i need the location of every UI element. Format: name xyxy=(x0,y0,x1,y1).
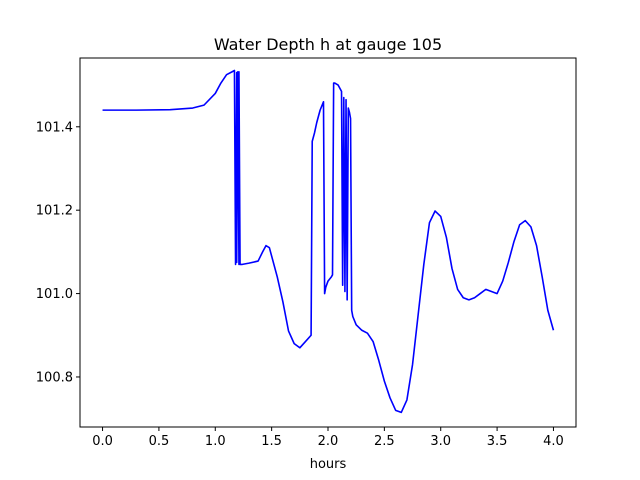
x-tick-label: 4.0 xyxy=(543,434,564,449)
x-tick-label: 3.0 xyxy=(430,434,451,449)
plot-area xyxy=(102,69,555,414)
x-tick-label: 1.5 xyxy=(261,434,282,449)
y-tick-label: 101.4 xyxy=(36,120,73,135)
x-axis: 0.0 0.5 1.0 1.5 2.0 2.5 3.0 3.5 4.0 xyxy=(92,427,564,449)
x-tick-label: 3.5 xyxy=(487,434,508,449)
x-tick-label: 1.0 xyxy=(205,434,226,449)
chart-title: Water Depth h at gauge 105 xyxy=(214,35,442,54)
series-line-0 xyxy=(102,69,555,414)
y-axis: 100.8 101.0 101.2 101.4 xyxy=(36,120,80,385)
y-tick-label: 101.2 xyxy=(36,204,73,219)
x-tick-label: 0.5 xyxy=(149,434,170,449)
x-tick-label: 0.0 xyxy=(92,434,113,449)
y-tick-label: 101.0 xyxy=(36,287,73,302)
x-tick-label: 2.0 xyxy=(318,434,339,449)
x-tick-label: 2.5 xyxy=(374,434,395,449)
y-tick-label: 100.8 xyxy=(36,370,73,385)
x-axis-label: hours xyxy=(310,457,347,472)
